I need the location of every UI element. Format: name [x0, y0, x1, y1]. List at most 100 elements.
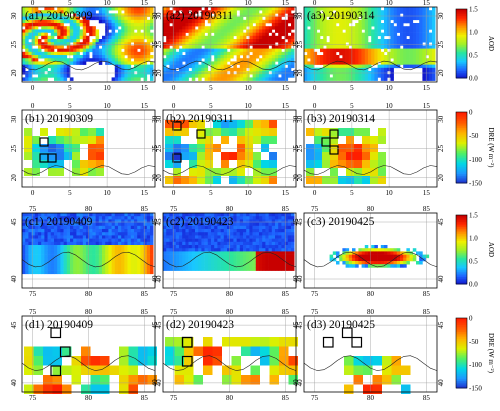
- x-tick-label: 5: [350, 84, 354, 92]
- y-tick-label-right: 20: [296, 174, 304, 182]
- y-tick-label-right: 30: [296, 12, 304, 20]
- panel-label: (d3) 20190425: [307, 319, 375, 331]
- x-tick-label-top: 75: [311, 308, 319, 316]
- y-tick-label: 45: [292, 218, 300, 226]
- x-tick-label: 0: [313, 189, 317, 197]
- x-tick-label: 0: [31, 189, 35, 197]
- y-tick-label-right: 40: [155, 275, 163, 283]
- y-tick-label: 45: [151, 218, 159, 226]
- x-tick-label-top: 80: [226, 205, 234, 213]
- x-tick-label: 80: [226, 290, 234, 298]
- x-tick-label-top: 0: [31, 102, 35, 110]
- y-tick-label: 30: [10, 12, 18, 20]
- y-tick-label: 45: [292, 321, 300, 329]
- y-tick-label: 40: [292, 275, 300, 283]
- x-tick-label: 85: [141, 394, 149, 402]
- x-tick-label: 75: [170, 290, 178, 298]
- y-tick-label: 30: [292, 12, 300, 20]
- x-tick-label-top: 15: [282, 102, 290, 110]
- y-tick-label-right: 20: [437, 174, 445, 182]
- x-tick-label-top: 5: [350, 102, 354, 110]
- x-tick-label: 85: [282, 290, 290, 298]
- panel-label: (d2) 20190423: [166, 319, 234, 331]
- colorbar-tick-label: -100: [469, 361, 482, 369]
- x-tick-label: 75: [170, 394, 178, 402]
- colorbar-tick-label: 1.5: [469, 212, 478, 220]
- x-tick-label-top: 5: [68, 102, 72, 110]
- y-tick-label-right: 20: [437, 69, 445, 77]
- x-tick-label-top: 5: [350, 0, 354, 7]
- x-tick-label: 10: [245, 84, 253, 92]
- x-tick-label: 85: [282, 394, 290, 402]
- colorbar-c: 1.5 1.0 0.5 0.0 AOD: [455, 212, 495, 289]
- x-tick-label: 75: [311, 290, 319, 298]
- y-tick-label: 40: [10, 275, 18, 283]
- x-tick-label: 75: [311, 394, 319, 402]
- colorbar-tick-label: -150: [469, 385, 482, 393]
- colorbar-a: 1.5 1.0 0.5 0.0 AOD: [455, 6, 495, 83]
- x-tick-label-top: 75: [29, 308, 37, 316]
- x-tick-label-top: 85: [141, 308, 149, 316]
- y-tick-label-right: 30: [437, 12, 445, 20]
- y-tick-label-right: 45: [155, 218, 163, 226]
- colorbar-tick-label: 0: [469, 315, 473, 323]
- panel-label: (d1) 20190409: [25, 319, 93, 331]
- y-tick-label: 25: [10, 145, 18, 153]
- x-tick-label: 75: [29, 290, 37, 298]
- colorbar-tick-label: -150: [469, 180, 482, 188]
- y-tick-label: 30: [151, 12, 159, 20]
- y-tick-label: 40: [10, 379, 18, 387]
- y-tick-label: 20: [10, 69, 18, 77]
- y-tick-label-right: 40: [155, 379, 163, 387]
- colorbar-b: 0 -50 -100 -150 DRE (W m⁻²): [455, 109, 495, 188]
- y-tick-label-right: 25: [437, 145, 445, 153]
- panel-label: (a1) 20190309: [25, 10, 93, 22]
- y-tick-label: 40: [151, 379, 159, 387]
- colorbar-tick-label: 1.5: [469, 6, 478, 14]
- y-tick-label-right: 40: [437, 379, 445, 387]
- x-tick-label: 85: [423, 290, 431, 298]
- x-tick-label-top: 0: [172, 102, 176, 110]
- panel-label: (b3) 20190314: [307, 113, 375, 125]
- x-tick-label-top: 15: [423, 0, 431, 7]
- x-tick-label: 5: [68, 189, 72, 197]
- y-tick-label-right: 45: [437, 218, 445, 226]
- x-tick-label-top: 0: [31, 0, 35, 7]
- x-tick-label-top: 5: [68, 0, 72, 7]
- y-tick-label-right: 30: [155, 115, 163, 123]
- x-tick-label: 0: [31, 84, 35, 92]
- x-tick-label: 0: [313, 84, 317, 92]
- x-tick-label: 5: [68, 84, 72, 92]
- x-tick-label-top: 80: [226, 308, 234, 316]
- x-tick-label: 0: [172, 189, 176, 197]
- y-tick-label-right: 20: [296, 69, 304, 77]
- x-tick-label-top: 75: [29, 205, 37, 213]
- x-tick-label: 5: [350, 189, 354, 197]
- y-tick-label-right: 25: [437, 41, 445, 49]
- x-tick-label: 0: [172, 84, 176, 92]
- y-tick-label: 40: [292, 379, 300, 387]
- x-tick-label: 10: [245, 189, 253, 197]
- y-tick-label-right: 40: [296, 379, 304, 387]
- x-tick-label-top: 80: [367, 205, 375, 213]
- colorbar-tick-label: -50: [469, 338, 479, 346]
- y-tick-label: 20: [292, 174, 300, 182]
- colorbar-title: AOD: [487, 242, 495, 257]
- panel-label: (c2) 20190423: [166, 216, 234, 228]
- x-tick-label: 80: [367, 290, 375, 298]
- x-tick-label: 15: [423, 189, 431, 197]
- x-tick-label: 15: [141, 84, 149, 92]
- y-tick-label: 45: [10, 218, 18, 226]
- y-tick-label: 30: [151, 115, 159, 123]
- y-tick-label-right: 40: [437, 275, 445, 283]
- colorbar-tick-label: 1.0: [469, 235, 478, 243]
- y-tick-label-right: 25: [296, 41, 304, 49]
- panel-label: (a2) 20190311: [166, 10, 233, 22]
